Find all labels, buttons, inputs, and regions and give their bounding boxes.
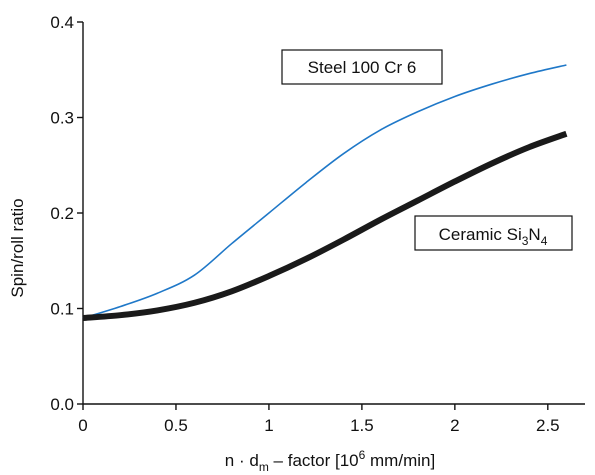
legend-ceramic-box: [414, 215, 573, 251]
xlabel-superscript: 6: [359, 448, 366, 462]
y-ticks: 0.0 0.1 0.2 0.3 0.4: [50, 13, 83, 414]
legend-steel-text: Steel 100 Cr 6: [308, 58, 417, 77]
x-tick-label: 0.5: [164, 416, 188, 435]
series-layer: [82, 64, 568, 322]
ceramic-series-line: [82, 130, 568, 322]
xlabel-suffix: mm/min]: [365, 451, 435, 470]
legend-steel-box: [281, 49, 443, 85]
ceramic-sub2: 4: [541, 234, 548, 248]
ceramic-prefix: Ceramic Si: [439, 225, 522, 244]
legend-ceramic-text: Ceramic Si3N4: [439, 225, 548, 248]
x-tick-label: 0: [78, 416, 87, 435]
y-tick-label: 0.3: [50, 109, 74, 128]
ceramic-middle: N: [528, 225, 540, 244]
xlabel-middle: – factor [10: [269, 451, 359, 470]
y-tick-label: 0.2: [50, 204, 74, 223]
x-tick-label: 1: [264, 416, 273, 435]
xlabel-subscript: m: [259, 460, 269, 474]
x-ticks: 0 0.5 1 1.5 2 2.5: [78, 404, 560, 435]
y-tick-label: 0.1: [50, 300, 74, 319]
steel-series-line: [82, 64, 567, 319]
y-tick-label: 0.4: [50, 13, 74, 32]
y-tick-label: 0.0: [50, 395, 74, 414]
x-tick-label: 2.5: [536, 416, 560, 435]
x-axis-title: n · dm – factor [106 mm/min]: [225, 448, 435, 474]
legend-ceramic-label: Ceramic Si3N4: [414, 215, 573, 251]
xlabel-prefix: n · d: [225, 451, 259, 470]
legend-steel-label: Steel 100 Cr 6: [281, 49, 443, 85]
ceramic-sub1: 3: [522, 234, 529, 248]
x-tick-label: 2: [450, 416, 459, 435]
y-axis-title: Spin/roll ratio: [8, 198, 27, 297]
x-tick-label: 1.5: [350, 416, 374, 435]
